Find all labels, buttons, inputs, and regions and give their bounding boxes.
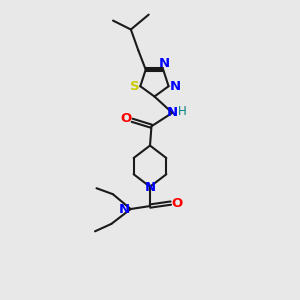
Text: N: N: [169, 80, 181, 93]
Text: O: O: [171, 196, 182, 210]
Text: S: S: [130, 80, 139, 93]
Text: N: N: [144, 181, 156, 194]
Text: H: H: [178, 105, 187, 118]
Text: O: O: [121, 112, 132, 125]
Text: N: N: [118, 202, 130, 215]
Text: N: N: [159, 57, 170, 70]
Text: N: N: [167, 106, 178, 119]
